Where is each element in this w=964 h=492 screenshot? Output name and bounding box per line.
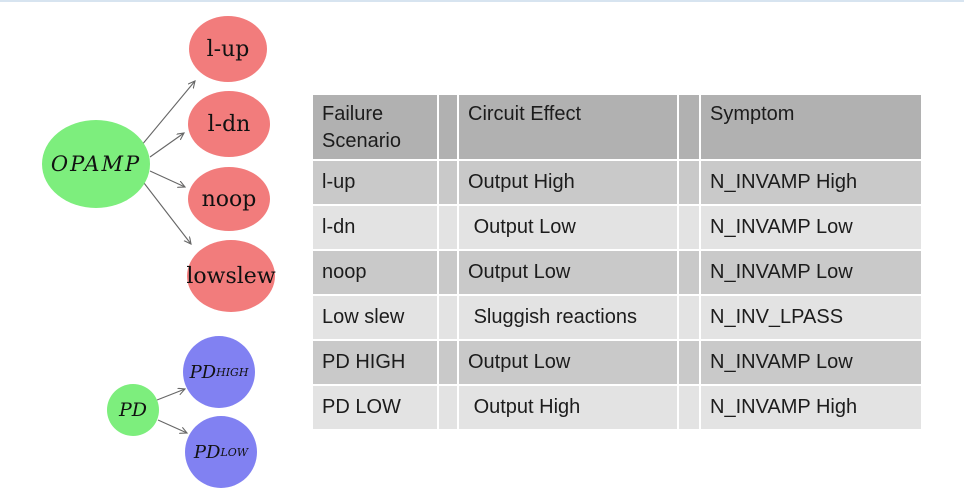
spacer-cell — [439, 296, 457, 339]
spacer-cell — [439, 341, 457, 384]
table-row-pd-high: PD HIGH Output Low N_INVAMP Low — [313, 341, 921, 384]
spacer-cell — [679, 206, 699, 249]
node-pd-label: PD — [118, 399, 148, 421]
spacer-cell — [679, 296, 699, 339]
edge-opamp-ldn — [149, 133, 184, 158]
node-noop-label: noop — [201, 186, 257, 212]
header-spacer-cell — [679, 95, 699, 159]
node-lowslew-label: lowslew — [186, 263, 276, 289]
cell-circuit-effect: Output Low — [459, 251, 677, 294]
cell-failure-scenario: PD LOW — [313, 386, 437, 429]
node-pd-high-subscript: HIGH — [216, 365, 249, 379]
node-opamp: OPAMP — [42, 120, 150, 208]
node-l-up: l-up — [189, 16, 267, 82]
spacer-cell — [439, 206, 457, 249]
cell-failure-scenario: PD HIGH — [313, 341, 437, 384]
column-header-circuit-effect: Circuit Effect — [459, 95, 677, 159]
cell-circuit-effect: Output Low — [459, 206, 677, 249]
column-header-symptom: Symptom — [701, 95, 921, 159]
node-opamp-label: OPAMP — [50, 152, 142, 176]
failure-scenario-table: Failure Scenario Circuit Effect Symptom … — [311, 93, 923, 431]
spacer-cell — [439, 161, 457, 204]
spacer-cell — [439, 386, 457, 429]
edge-pd-pdhigh — [156, 389, 185, 401]
cell-symptom: N_INVAMP High — [701, 161, 921, 204]
cell-failure-scenario: noop — [313, 251, 437, 294]
cell-symptom: N_INVAMP Low — [701, 341, 921, 384]
node-lowslew: lowslew — [186, 240, 276, 312]
cell-circuit-effect: Output High — [459, 386, 677, 429]
table-header-row: Failure Scenario Circuit Effect Symptom — [313, 95, 921, 159]
fault-tree-diagram: OPAMP l-up l-dn noop lowslew PD PD HIGH P… — [0, 0, 330, 492]
table-row-l-dn: l-dn Output Low N_INVAMP Low — [313, 206, 921, 249]
node-pd-low: PD LOW — [185, 416, 257, 488]
top-window-strip — [0, 0, 964, 2]
cell-failure-scenario: Low slew — [313, 296, 437, 339]
node-pd: PD — [107, 384, 159, 436]
spacer-cell — [679, 386, 699, 429]
node-pd-high: PD HIGH — [183, 336, 255, 408]
spacer-cell — [439, 251, 457, 294]
edge-opamp-lowslew — [143, 182, 191, 244]
spacer-cell — [679, 251, 699, 294]
cell-circuit-effect: Output High — [459, 161, 677, 204]
spacer-cell — [679, 341, 699, 384]
table-row-low-slew: Low slew Sluggish reactions N_INV_LPASS — [313, 296, 921, 339]
cell-circuit-effect: Output Low — [459, 341, 677, 384]
cell-failure-scenario: l-dn — [313, 206, 437, 249]
node-noop: noop — [188, 167, 270, 231]
table-row-noop: noop Output Low N_INVAMP Low — [313, 251, 921, 294]
node-pd-high-label: PD — [189, 361, 217, 383]
header-spacer-cell — [439, 95, 457, 159]
cell-symptom: N_INV_LPASS — [701, 296, 921, 339]
cell-circuit-effect: Sluggish reactions — [459, 296, 677, 339]
cell-failure-scenario: l-up — [313, 161, 437, 204]
node-l-dn: l-dn — [188, 91, 270, 157]
spacer-cell — [679, 161, 699, 204]
node-pd-low-subscript: LOW — [220, 445, 249, 459]
edge-opamp-noop — [149, 170, 185, 187]
table-row-l-up: l-up Output High N_INVAMP High — [313, 161, 921, 204]
column-header-failure-scenario: Failure Scenario — [313, 95, 437, 159]
node-l-dn-label: l-dn — [207, 111, 251, 137]
cell-symptom: N_INVAMP Low — [701, 251, 921, 294]
cell-symptom: N_INVAMP Low — [701, 206, 921, 249]
node-l-up-label: l-up — [206, 36, 250, 62]
node-pd-low-label: PD — [193, 441, 221, 463]
edge-pd-pdlow — [157, 419, 187, 433]
cell-symptom: N_INVAMP High — [701, 386, 921, 429]
diagram-arrows — [140, 0, 330, 492]
table-row-pd-low: PD LOW Output High N_INVAMP High — [313, 386, 921, 429]
edge-opamp-lup — [140, 81, 195, 147]
